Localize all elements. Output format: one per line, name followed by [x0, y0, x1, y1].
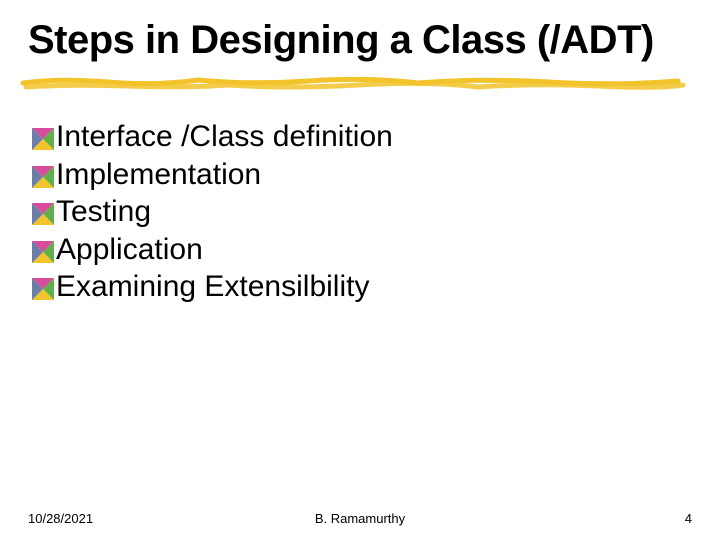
list-item: Interface /Class definition [32, 118, 692, 156]
footer-author: B. Ramamurthy [315, 511, 405, 526]
bullet-text: Application [56, 231, 203, 269]
slide: Steps in Designing a Class (/ADT) Interf… [0, 0, 720, 540]
bullet-list: Interface /Class definition Implementati… [28, 118, 692, 306]
slide-footer: 10/28/2021 B. Ramamurthy 4 [28, 511, 692, 526]
bullet-icon [32, 278, 54, 306]
bullet-icon [32, 128, 54, 156]
bullet-icon [32, 241, 54, 269]
slide-title: Steps in Designing a Class (/ADT) [28, 18, 692, 62]
bullet-icon [32, 166, 54, 194]
title-underline [28, 72, 692, 90]
list-item: Testing [32, 193, 692, 231]
footer-page-number: 4 [685, 511, 692, 526]
bullet-icon [32, 203, 54, 231]
list-item: Application [32, 231, 692, 269]
list-item: Examining Extensilbility [32, 268, 692, 306]
footer-date: 10/28/2021 [28, 511, 93, 526]
list-item: Implementation [32, 156, 692, 194]
bullet-text: Testing [56, 193, 151, 231]
bullet-text: Interface /Class definition [56, 118, 393, 156]
bullet-text: Implementation [56, 156, 261, 194]
underline-stroke [18, 72, 698, 92]
bullet-text: Examining Extensilbility [56, 268, 369, 306]
